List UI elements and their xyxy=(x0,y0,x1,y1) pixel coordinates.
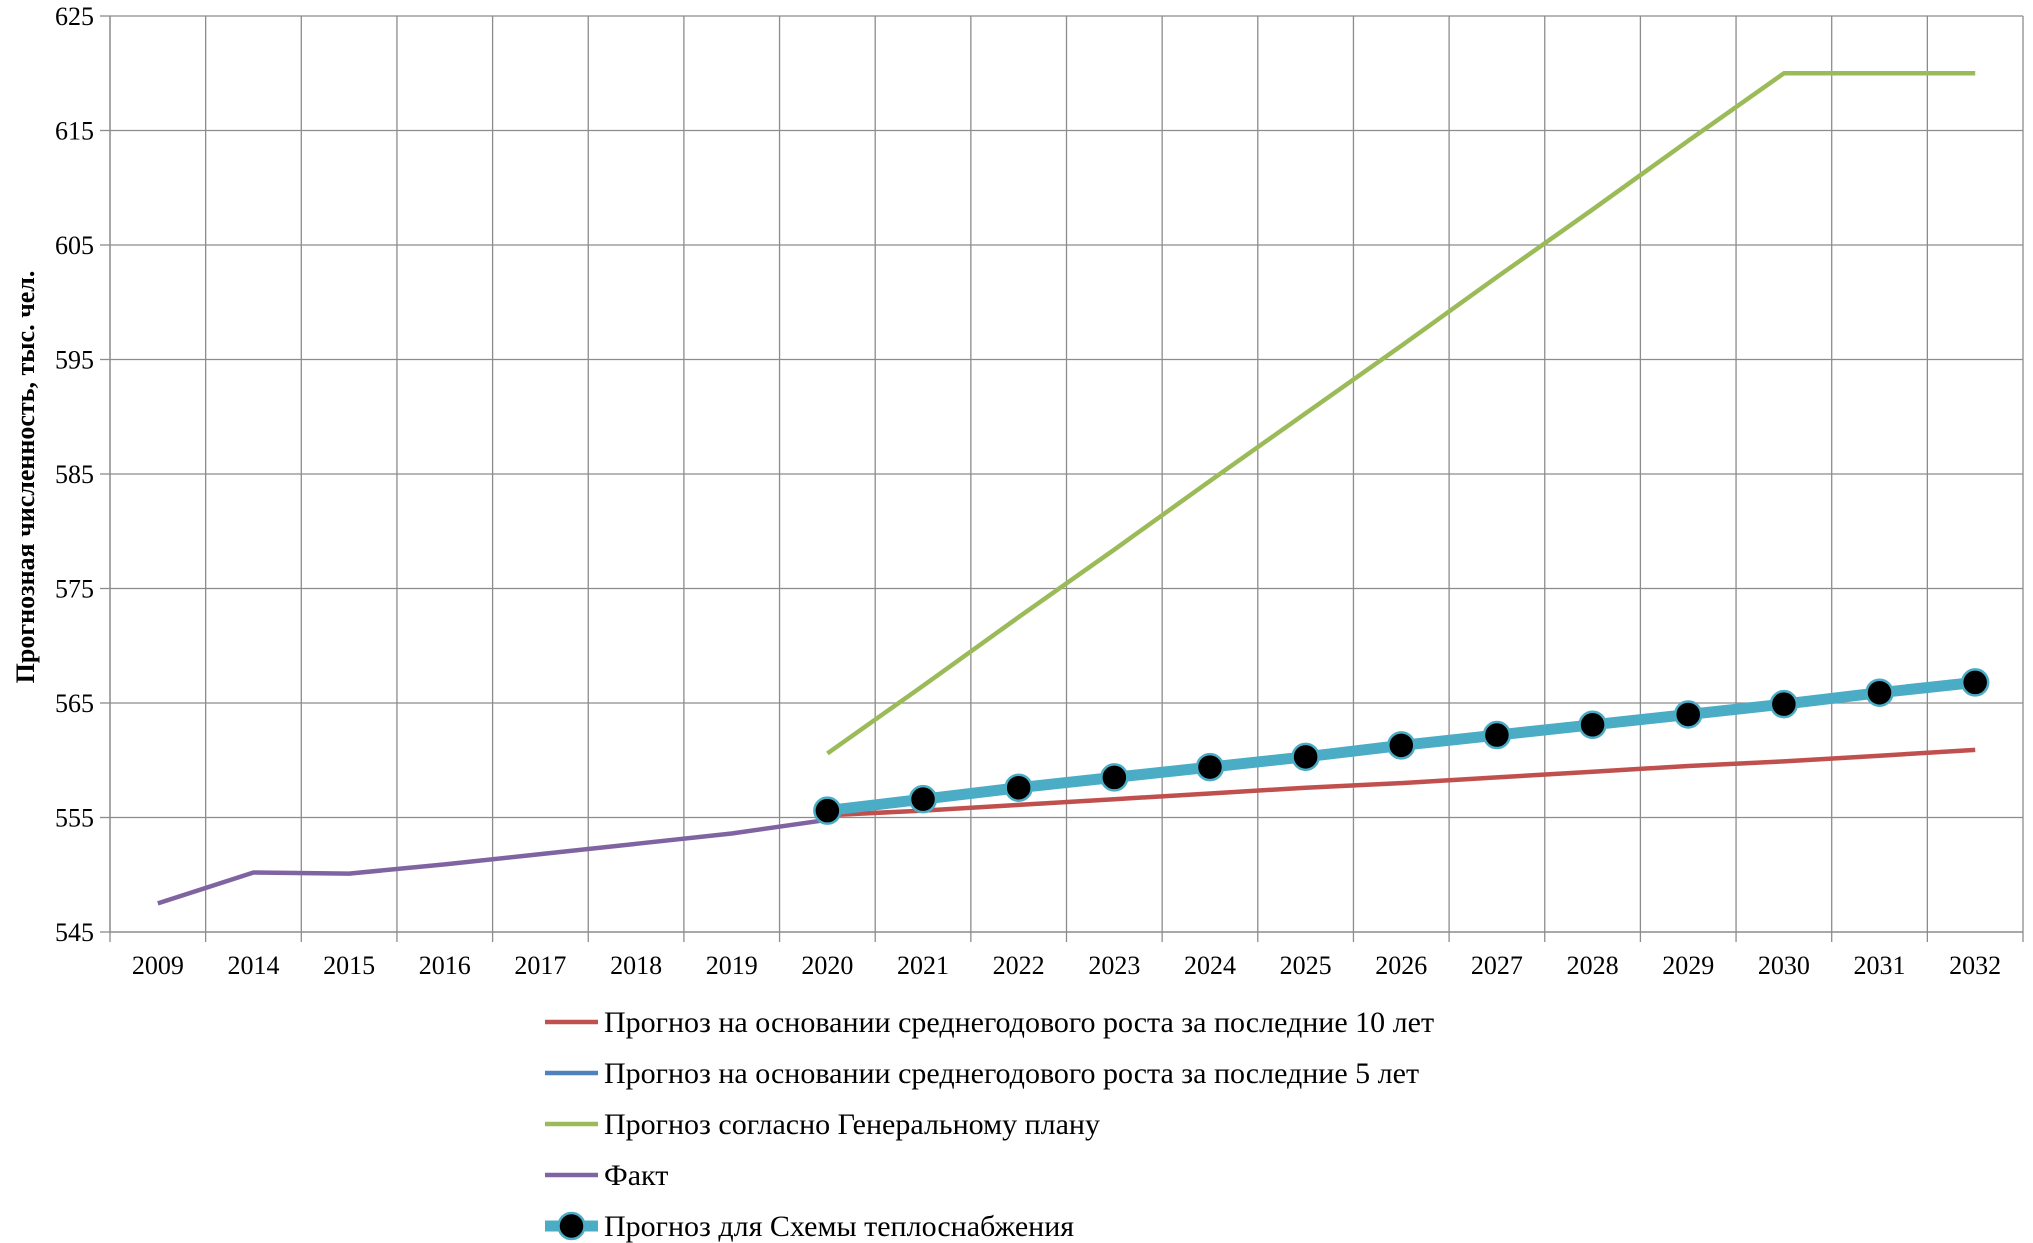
chart-series xyxy=(157,71,1990,906)
x-tick-label: 2028 xyxy=(1567,951,1619,980)
y-tick-label: 565 xyxy=(55,689,94,718)
x-tick-label: 2026 xyxy=(1375,951,1427,980)
legend-item: Прогноз согласно Генеральному плану xyxy=(545,1108,1100,1141)
x-tick-label: 2009 xyxy=(132,951,184,980)
x-tick-label: 2021 xyxy=(897,951,949,980)
x-tick-label: 2018 xyxy=(610,951,662,980)
legend-item: Прогноз для Схемы теплоснабжения xyxy=(545,1210,1074,1243)
legend-item: Прогноз на основании среднегодового рост… xyxy=(545,1057,1419,1090)
y-tick-label: 595 xyxy=(55,346,94,375)
series-4 xyxy=(157,817,828,906)
data-point xyxy=(1673,700,1703,729)
data-point xyxy=(908,784,938,814)
chart-grid xyxy=(110,15,2024,932)
series-line xyxy=(157,817,828,906)
y-tick-label: 555 xyxy=(55,804,94,833)
y-tick-labels: 545 555 565 575 585 595 605 615 625 xyxy=(55,2,94,947)
legend-label: Прогноз на основании среднегодового рост… xyxy=(604,1006,1434,1039)
x-tick-label: 2014 xyxy=(227,951,279,980)
x-tick-label: 2023 xyxy=(1088,951,1140,980)
data-point xyxy=(1578,710,1607,740)
legend-label: Прогноз на основании среднегодового рост… xyxy=(604,1057,1419,1090)
data-point xyxy=(1482,720,1512,750)
data-point xyxy=(813,796,842,825)
x-tick-label: 2032 xyxy=(1949,951,2001,980)
legend-marker xyxy=(557,1211,586,1241)
legend-item: Прогноз на основании среднегодового рост… xyxy=(545,1006,1434,1039)
x-tick-label: 2025 xyxy=(1280,951,1332,980)
x-tick-label: 2029 xyxy=(1662,951,1714,980)
data-point xyxy=(1865,678,1894,707)
y-tick-label: 585 xyxy=(55,460,94,489)
data-point xyxy=(1004,773,1033,802)
y-axis-title: Прогнозная численность, тыс. чел. xyxy=(11,271,40,684)
chart-axes xyxy=(100,15,2024,942)
y-tick-label: 575 xyxy=(55,575,94,604)
y-tick-label: 545 xyxy=(55,918,94,947)
data-point xyxy=(1195,752,1225,782)
series-line xyxy=(827,747,1976,818)
legend-item: Факт xyxy=(545,1159,668,1192)
x-tick-labels: 2009 2014 2015 2016 2017 2018 2019 2020 2021 2022… xyxy=(132,951,2001,980)
y-tick-label: 615 xyxy=(55,117,94,146)
x-tick-label: 2019 xyxy=(706,951,758,980)
y-tick-label: 605 xyxy=(55,231,94,260)
series-3 xyxy=(826,71,1976,756)
legend-label: Прогноз для Схемы теплоснабжения xyxy=(604,1210,1074,1243)
x-tick-label: 2022 xyxy=(993,951,1045,980)
series-line xyxy=(826,71,1976,756)
legend-label: Факт xyxy=(604,1159,668,1192)
x-tick-label: 2017 xyxy=(514,951,566,980)
series-1 xyxy=(827,747,1976,818)
x-tick-label: 2020 xyxy=(801,951,853,980)
x-tick-label: 2015 xyxy=(323,951,375,980)
x-tick-label: 2031 xyxy=(1854,951,1906,980)
chart-legend: Прогноз на основании среднегодового рост… xyxy=(545,1006,1434,1243)
data-point xyxy=(1960,668,1990,697)
series-5 xyxy=(813,668,1990,825)
data-point xyxy=(1291,742,1320,772)
x-tick-label: 2016 xyxy=(419,951,471,980)
x-tick-label: 2027 xyxy=(1471,951,1523,980)
data-point xyxy=(1387,731,1416,760)
y-tick-label: 625 xyxy=(55,2,94,31)
legend-label: Прогноз согласно Генеральному плану xyxy=(604,1108,1100,1141)
data-point xyxy=(1100,763,1129,792)
x-tick-label: 2030 xyxy=(1758,951,1810,980)
data-point xyxy=(1769,689,1799,719)
x-tick-label: 2024 xyxy=(1184,951,1236,980)
